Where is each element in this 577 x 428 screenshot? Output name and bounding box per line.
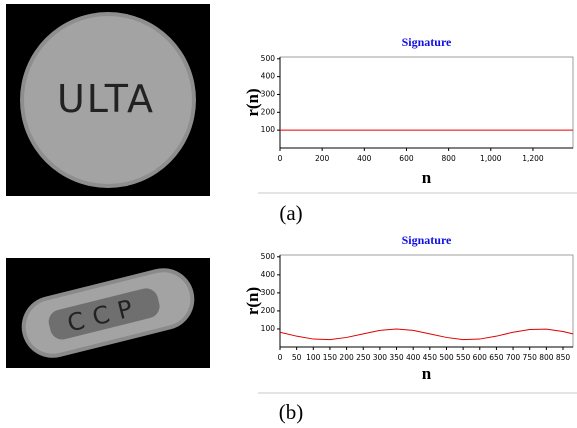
x-tick-label: 600: [399, 154, 414, 163]
caption: (a): [279, 201, 302, 225]
x-tick-label: 300: [373, 353, 388, 362]
x-tick-label: 150: [323, 353, 338, 362]
caption: (b): [279, 400, 304, 424]
y-tick-label: 300: [261, 89, 276, 98]
y-tick-label: 500: [261, 54, 276, 63]
pill-imprint: ULTA: [57, 77, 155, 121]
x-tick-label: 0: [278, 154, 283, 163]
y-axis-label: r(n): [243, 88, 262, 116]
x-tick-label: 400: [357, 154, 372, 163]
x-tick-label: 550: [456, 353, 471, 362]
x-tick-label: 450: [423, 353, 438, 362]
signature-line: [280, 329, 573, 340]
y-tick-label: 300: [261, 288, 276, 297]
plot-frame: [280, 57, 573, 148]
x-tick-label: 200: [339, 353, 354, 362]
x-tick-label: 400: [406, 353, 421, 362]
x-tick-label: 100: [306, 353, 321, 362]
x-tick-label: 50: [292, 353, 302, 362]
y-tick-label: 100: [261, 125, 276, 134]
x-tick-label: 600: [473, 353, 488, 362]
x-axis-label: n: [422, 168, 432, 187]
x-tick-label: 0: [278, 353, 283, 362]
chart-title: Signature: [402, 233, 452, 247]
x-tick-label: 1,200: [522, 154, 544, 163]
x-tick-label: 800: [441, 154, 456, 163]
chart-title: Signature: [402, 35, 452, 49]
figure: ULTA CCP (a) (b) 10020030040050002004006…: [0, 0, 577, 428]
x-tick-label: 1,000: [480, 154, 502, 163]
x-tick-label: 800: [539, 353, 554, 362]
y-tick-label: 500: [261, 252, 276, 261]
x-tick-label: 750: [523, 353, 538, 362]
x-tick-label: 850: [556, 353, 571, 362]
x-tick-label: 350: [389, 353, 404, 362]
y-tick-label: 100: [261, 324, 276, 333]
x-tick-label: 650: [489, 353, 504, 362]
x-tick-label: 700: [506, 353, 521, 362]
y-axis-label: r(n): [243, 287, 262, 315]
x-tick-label: 250: [356, 353, 371, 362]
x-tick-label: 200: [315, 154, 330, 163]
x-tick-label: 500: [439, 353, 454, 362]
y-tick-label: 400: [261, 72, 276, 81]
y-tick-label: 400: [261, 270, 276, 279]
y-tick-label: 200: [261, 306, 276, 315]
x-axis-label: n: [422, 364, 432, 383]
y-tick-label: 200: [261, 107, 276, 116]
